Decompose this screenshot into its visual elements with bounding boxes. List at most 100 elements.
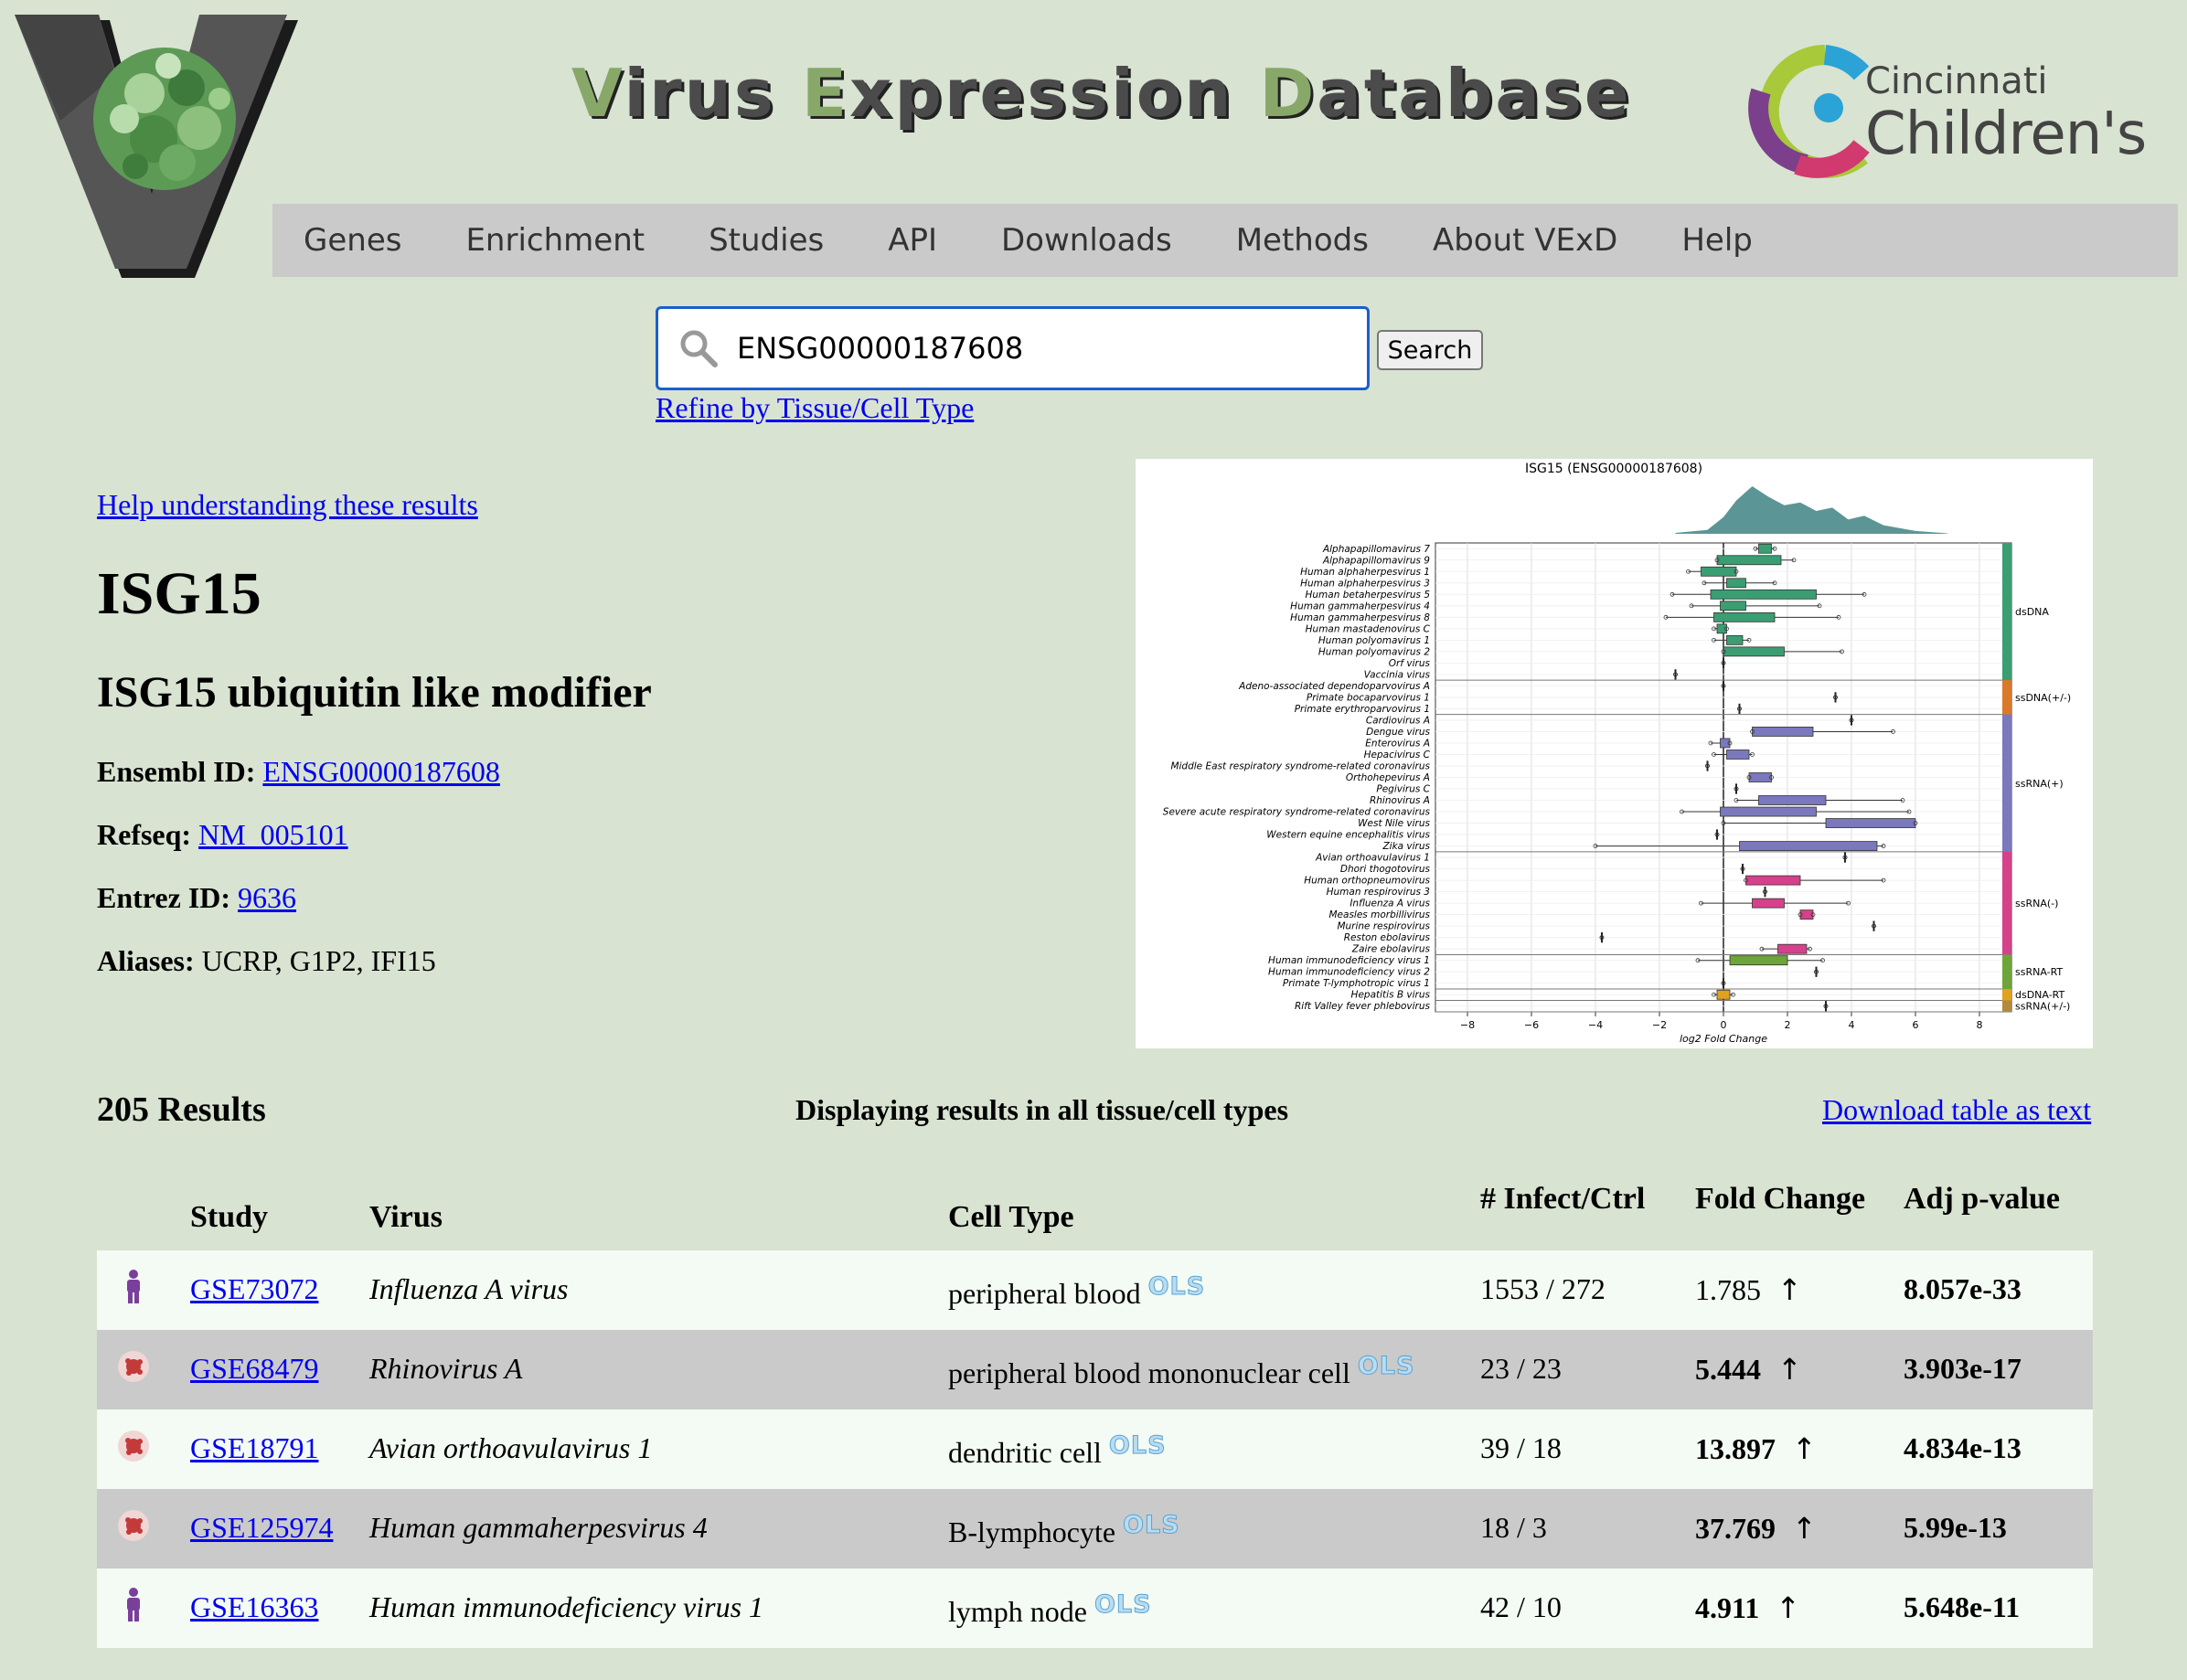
table-row[interactable]: GSE73072 Influenza A virus peripheral bloo… (97, 1250, 2093, 1330)
fold-change: 4.911 ↑ (1695, 1590, 1800, 1625)
outlier-point (1712, 992, 1716, 997)
table-row[interactable]: GSE125974 Human gammaherpesvirus 4 B-lymph… (97, 1489, 2093, 1568)
col-header-cell-type[interactable]: Cell Type (948, 1200, 1074, 1234)
nav-methods[interactable]: Methods (1235, 222, 1369, 259)
box (1726, 750, 1750, 760)
virus-label: Primate T-lymphotropic virus 1 (1283, 978, 1430, 989)
outlier-point (1750, 729, 1755, 734)
nav-downloads[interactable]: Downloads (1001, 222, 1172, 259)
search-input[interactable] (735, 330, 1320, 367)
search-box[interactable] (656, 306, 1370, 390)
virus-name: Avian orthoavulavirus 1 (369, 1431, 653, 1464)
outlier-point (1820, 958, 1825, 963)
virus-label: Enterovirus A (1365, 738, 1430, 749)
outlier-point (1740, 867, 1745, 871)
ols-link-icon[interactable]: OLS (1094, 1590, 1152, 1620)
outlier-point (1721, 684, 1726, 688)
outlier-point (1798, 912, 1803, 918)
adj-pvalue: 3.903e-17 (1904, 1352, 2022, 1385)
col-header-study[interactable]: Study (190, 1200, 269, 1234)
nav-enrichment[interactable]: Enrichment (465, 222, 645, 259)
outlier-point (1734, 786, 1739, 792)
col-header-virus[interactable]: Virus (369, 1200, 443, 1234)
box (1716, 623, 1727, 634)
outlier-point (1705, 763, 1710, 769)
x-tick-label: 8 (1977, 1019, 1983, 1031)
virus-label: Human gammaherpesvirus 8 (1290, 612, 1430, 623)
x-tick-label: 2 (1785, 1019, 1791, 1031)
ensembl-label: Ensembl ID: (97, 755, 256, 788)
virus-label: Primate bocaparvovirus 1 (1307, 692, 1430, 703)
study-link[interactable]: GSE16363 (190, 1590, 319, 1623)
table-row[interactable]: GSE16363 Human immunodeficiency virus 1 ly… (97, 1568, 2093, 1648)
aliases-value: UCRP, G1P2, IFI15 (201, 944, 436, 977)
virus-label: Human polyomavirus 2 (1318, 646, 1430, 657)
ols-link-icon[interactable]: OLS (1123, 1511, 1180, 1540)
table-row[interactable]: GSE68479 Rhinovirus A peripheral blood mon… (97, 1330, 2093, 1409)
infect-ctrl-count: 39 / 18 (1480, 1431, 1562, 1464)
adj-pvalue: 5.648e-11 (1904, 1590, 2021, 1623)
virus-icon (118, 1351, 149, 1382)
group-bar (2002, 1000, 2011, 1012)
nav-api[interactable]: API (888, 222, 937, 259)
outlier-point (1814, 969, 1819, 974)
box (1777, 943, 1808, 954)
ols-link-icon[interactable]: OLS (1357, 1352, 1415, 1381)
title-part: Virus (571, 55, 802, 132)
x-tick-label: 6 (1913, 1019, 1919, 1031)
col-header-fold-change[interactable]: Fold Change (1695, 1182, 1866, 1216)
study-link[interactable]: GSE125974 (190, 1511, 334, 1544)
ols-link-icon[interactable]: OLS (1147, 1272, 1206, 1302)
virus-label: Measles morbillivirus (1329, 909, 1431, 920)
infect-ctrl-count: 1553 / 272 (1480, 1272, 1606, 1305)
virus-label: Human polyomavirus 1 (1318, 635, 1430, 646)
refine-tissue-link[interactable]: Refine by Tissue/Cell Type (656, 391, 975, 424)
outlier-point (1708, 740, 1713, 746)
box (1710, 589, 1817, 600)
table-row[interactable]: GSE18791 Avian orthoavulavirus 1 dendritic… (97, 1409, 2093, 1489)
virus-label: Human mastadenovirus C (1306, 623, 1431, 634)
outlier-point (1872, 923, 1876, 929)
cell-type-label: lymph node (948, 1595, 1087, 1628)
nav-studies[interactable]: Studies (709, 222, 825, 259)
study-link[interactable]: GSE18791 (190, 1431, 319, 1464)
nav-about[interactable]: About VExD (1432, 222, 1618, 259)
cincinnati-childrens-logo[interactable] (1734, 37, 2172, 183)
col-header-adj-pvalue[interactable]: Adj p-value (1904, 1182, 2060, 1216)
cell-type: B-lymphocyte OLS (948, 1511, 1180, 1549)
entrez-id-link[interactable]: 9636 (238, 881, 297, 914)
site-title: Virus Expression Database (571, 55, 1632, 132)
download-table-link[interactable]: Download table as text (1822, 1093, 2092, 1126)
box (1720, 601, 1746, 611)
ols-link-icon[interactable]: OLS (1108, 1431, 1167, 1461)
refseq-link[interactable]: NM_005101 (198, 818, 348, 851)
box (1701, 566, 1737, 577)
cell-type: dendritic cell OLS (948, 1431, 1167, 1470)
nav-genes[interactable]: Genes (304, 222, 402, 259)
study-link[interactable]: GSE73072 (190, 1272, 319, 1305)
box (1716, 989, 1731, 1000)
vexd-logo[interactable] (7, 11, 309, 278)
density-curve (1675, 486, 1947, 534)
box (1752, 727, 1814, 737)
results-count: 205 Results (97, 1090, 266, 1129)
box (1748, 772, 1772, 782)
study-link[interactable]: GSE68479 (190, 1352, 319, 1385)
outlier-point (1906, 809, 1912, 814)
box (1720, 806, 1817, 817)
cell-type-label: peripheral blood mononuclear cell (948, 1356, 1350, 1389)
outlier-point (1746, 775, 1752, 780)
virus-label: Vaccinia virus (1364, 669, 1431, 680)
outlier-point (1772, 546, 1777, 551)
virus-label: Western equine encephalitis virus (1266, 830, 1430, 841)
ensembl-id-link[interactable]: ENSG00000187608 (262, 755, 500, 788)
fold-change-value: 37.769 (1695, 1512, 1776, 1545)
adj-pvalue: 8.057e-33 (1904, 1272, 2022, 1305)
help-results-link[interactable]: Help understanding these results (97, 488, 478, 521)
col-header-infect-ctrl[interactable]: # Infect/Ctrl (1480, 1182, 1646, 1216)
search-button[interactable]: Search (1377, 330, 1483, 370)
box (1729, 955, 1788, 966)
group-label: ssRNA(+) (2015, 778, 2064, 790)
box (1723, 646, 1785, 657)
nav-help[interactable]: Help (1681, 222, 1753, 259)
